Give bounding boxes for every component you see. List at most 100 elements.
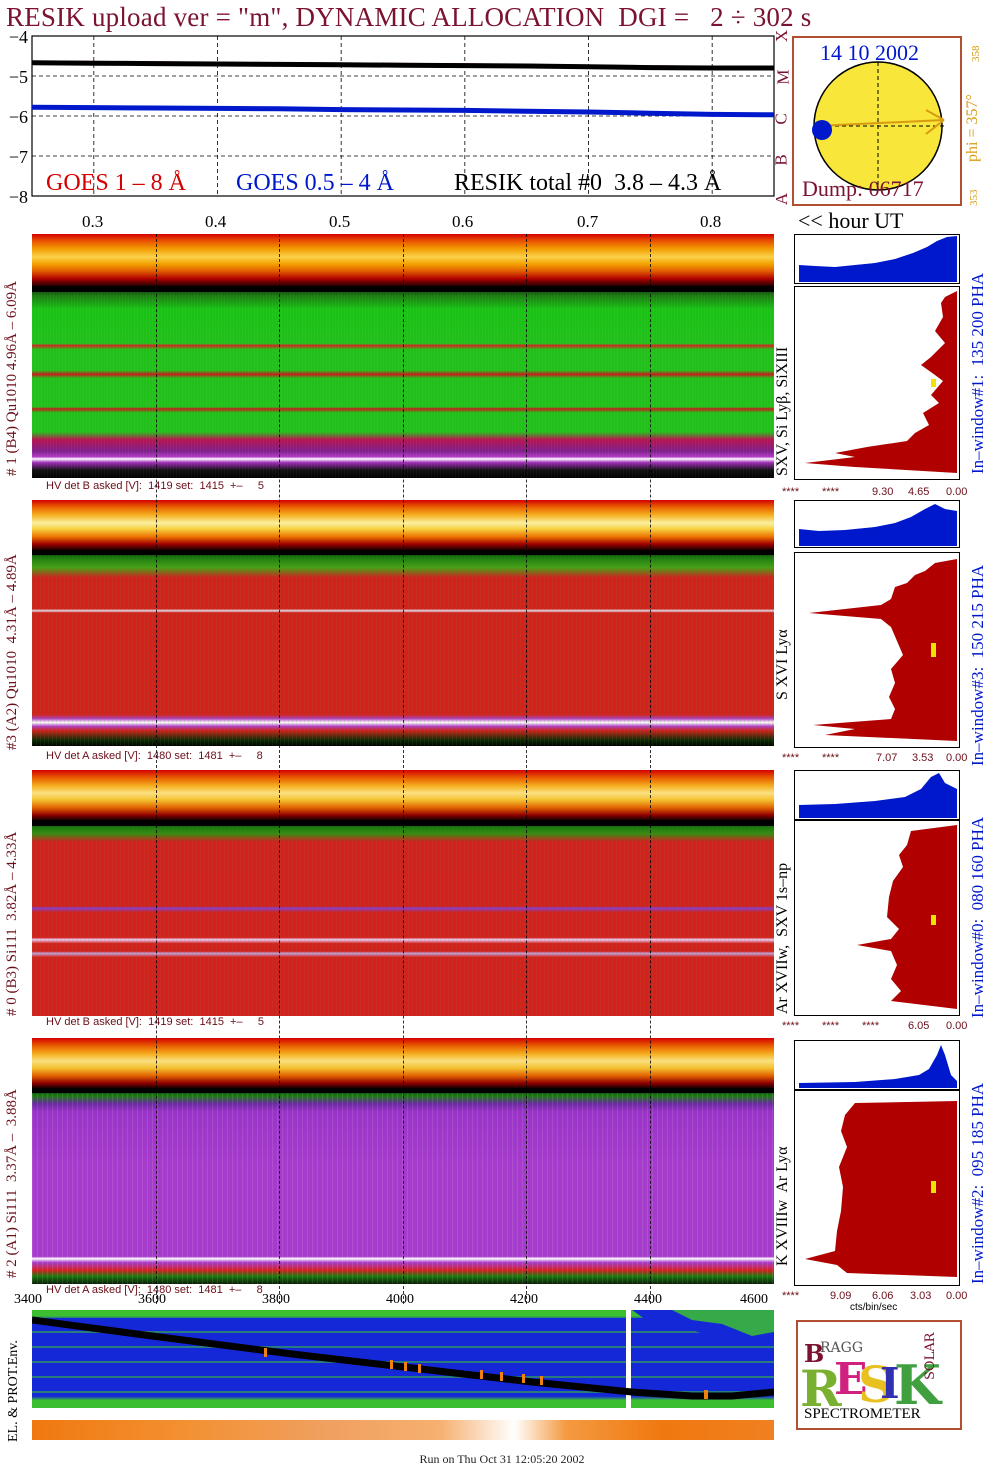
axis-label: **** <box>822 1020 840 1032</box>
y-tick-label: −6 <box>9 107 28 127</box>
axis-label: 0.00 <box>946 486 968 498</box>
axis-label: 3.03 <box>910 1290 932 1302</box>
run-timestamp: Run on Thu Oct 31 12:05:20 2002 <box>419 1452 585 1466</box>
count-axis-label: cts/bin/sec <box>850 1302 898 1313</box>
hour-tick: 0.3 <box>82 212 104 231</box>
axis-label: 7.07 <box>876 752 898 764</box>
orbit-tick: 3800 <box>262 1292 290 1307</box>
axis-label: **** <box>822 752 840 764</box>
resik-logo: B RAGG R E S I K SOLAR SPECTROMETER <box>796 1320 962 1430</box>
series-line-1 <box>31 104 775 118</box>
legend-goes-long: GOES 1 – 8 Å <box>46 170 187 196</box>
orbit-tick: 4400 <box>634 1292 662 1307</box>
axis-label: 6.05 <box>908 1020 930 1032</box>
orbit-tick: 3400 <box>14 1292 42 1307</box>
orbit-track <box>32 1310 774 1408</box>
panel-side-label: # 2 (A1) Si111 3.37Å – 3.88Å <box>4 1089 20 1278</box>
pha-histogram-svg <box>799 236 957 282</box>
gridline <box>650 234 651 1304</box>
sun-disk <box>812 61 945 191</box>
hour-tick: 0.6 <box>452 212 474 231</box>
panel-lines-label: K XVIIIw Ar Lyα <box>774 1146 791 1266</box>
svg-text:B: B <box>804 1339 824 1368</box>
y-tick-label: −7 <box>9 147 28 167</box>
axis-label: **** <box>782 1020 800 1032</box>
panel-lines-label: SXV, Si Lyβ, SiXIII <box>774 346 791 476</box>
ui-window-svg <box>805 291 957 473</box>
resik-logo-art: B RAGG R E S I K SOLAR <box>800 1331 943 1418</box>
pha-histogram <box>794 770 960 820</box>
window-label: In–window#2: 095 185 PHA <box>968 1082 987 1284</box>
axis-label: 0.00 <box>946 1020 968 1032</box>
ui-window-plot <box>794 820 960 1016</box>
svg-text:E: E <box>834 1354 868 1405</box>
panel-lines-label: S XVI Lyα <box>774 629 791 700</box>
gridline <box>279 234 280 1304</box>
window-label: In–window#0: 080 160 PHA <box>968 816 987 1018</box>
hour-tick: 0.7 <box>577 212 599 231</box>
ui-window-svg <box>857 825 957 1009</box>
pha-histogram <box>794 234 960 284</box>
gridline <box>156 234 157 1304</box>
axis-label: **** <box>782 752 800 764</box>
orbit-map <box>32 1310 774 1408</box>
panel-side-label: #3 (A2) Qu1010 4.31Å – 4.89Å <box>4 554 20 750</box>
lightcurve-svg: −4 −5 −6 −7 −8 <box>9 30 775 207</box>
svg-text:RAGG: RAGG <box>820 1340 863 1356</box>
ui-window-plot <box>794 552 960 748</box>
orbit-tick: 4200 <box>510 1292 538 1307</box>
pha-histogram <box>794 500 960 548</box>
svg-text:K: K <box>894 1353 943 1417</box>
hour-tick: 0.4 <box>205 212 227 231</box>
page-title: RESIK upload ver = "m", DYNAMIC ALLOCATI… <box>6 2 812 32</box>
hv-status: HV det B asked [V]: 1419 set: 1415 +– 5 <box>46 1016 264 1028</box>
class-m: M <box>773 69 793 85</box>
hour-tick: 0.5 <box>329 212 351 231</box>
phi-label: phi = 357° <box>964 94 981 162</box>
hv-status: HV det A asked [V]: 1480 set: 1481 +– 8 <box>46 750 263 762</box>
class-x: X <box>772 29 792 43</box>
panel-side-label: # 1 (B4) Qu1010 4.96Å – 6.09Å <box>4 281 20 476</box>
svg-text:I: I <box>880 1359 900 1408</box>
gridline <box>526 234 527 1304</box>
orbit-side-label: EL. & PROT.Env. <box>6 1340 21 1442</box>
axis-label: 0.00 <box>946 1290 968 1302</box>
axis-label: 9.09 <box>830 1290 852 1302</box>
orbit-tick: 4600 <box>740 1292 768 1307</box>
legend-resik-total: RESIK total #0 3.8 – 4.3 Å <box>454 170 722 196</box>
orbit-tick: 3600 <box>138 1292 166 1307</box>
axis-label: 9.30 <box>872 486 894 498</box>
legend-goes-short: GOES 0.5 – 4 Å <box>236 170 395 196</box>
axis-label: **** <box>822 486 840 498</box>
panel-side-label: # 0 (B3) Si111 3.82Å – 4.33Å <box>4 831 20 1016</box>
ui-window-plot <box>794 286 960 480</box>
gridline <box>403 234 404 1304</box>
hour-tick: 0.8 <box>700 212 722 231</box>
pha-histogram-svg <box>799 504 957 546</box>
svg-text:S: S <box>858 1355 894 1414</box>
ui-window-svg <box>809 559 957 741</box>
axis-label: **** <box>782 1290 800 1302</box>
hour-axis-label: << hour UT <box>798 208 904 233</box>
class-a: A <box>772 192 792 206</box>
svg-text:R: R <box>800 1359 842 1418</box>
sun-date: 14 10 2002 <box>820 40 919 65</box>
y-tick-label: −5 <box>9 67 28 87</box>
phi-sub: 358 <box>970 45 982 63</box>
ui-window-svg <box>805 1101 957 1277</box>
svg-text:SOLAR: SOLAR <box>923 1331 938 1380</box>
hv-status: HV det B asked [V]: 1419 set: 1415 +– 5 <box>46 480 264 492</box>
window-label: In–window#1: 135 200 PHA <box>968 272 987 474</box>
panel-lines-label: Ar XVIIw, SXV 1s–np <box>774 862 791 1014</box>
y-tick-label: −4 <box>9 30 28 47</box>
logo-bottom-text: SPECTROMETER <box>804 1406 921 1422</box>
axis-label: **** <box>862 1020 880 1032</box>
lightcurve-chart: −4 −5 −6 −7 −8 <box>0 30 790 230</box>
sun-panel: 14 10 2002 Dump: 06717 <box>792 36 962 206</box>
class-c: C <box>771 113 791 125</box>
axis-label: 4.65 <box>908 486 930 498</box>
class-b: B <box>771 154 791 166</box>
axis-label: 6.06 <box>872 1290 894 1302</box>
axis-label: 0.00 <box>946 752 968 764</box>
orbit-strip <box>32 1420 774 1440</box>
